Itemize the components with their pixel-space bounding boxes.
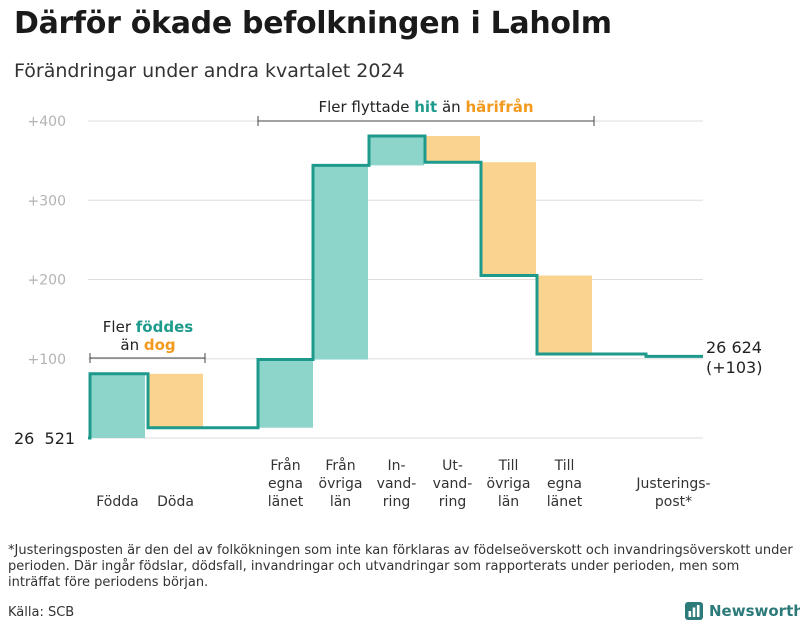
chart-title: Därför ökade befolkningen i Laholm bbox=[14, 6, 612, 41]
annotation-highlight-in: hit bbox=[414, 98, 437, 116]
value-labels: 26 521 26 624(+103) bbox=[14, 338, 762, 448]
category-label: post* bbox=[655, 494, 692, 510]
bar bbox=[90, 373, 145, 438]
y-axis-tick-labels: +100 +200 +300 +400 bbox=[28, 114, 66, 368]
waterfall-line bbox=[88, 134, 703, 440]
y-tick-label: +100 bbox=[28, 352, 66, 368]
bar bbox=[258, 359, 313, 428]
category-label: länet bbox=[268, 494, 304, 510]
annotation-text: Fler flyttade bbox=[318, 98, 414, 116]
newsworthy-logo-icon bbox=[685, 602, 703, 620]
category-label: Till bbox=[554, 458, 575, 474]
category-label: Justerings- bbox=[635, 476, 710, 492]
end-change-label: (+103) bbox=[706, 358, 762, 377]
bar bbox=[313, 165, 368, 360]
category-labels: Födda Döda Från egna länet Från övriga län In-va… bbox=[96, 457, 710, 510]
bar bbox=[148, 373, 203, 428]
footnote: *Justeringsposten är den del av folkökni… bbox=[8, 543, 793, 590]
annotation-text: än bbox=[437, 98, 465, 116]
waterfall-chart: +100+200+300+400 Födda DödaFrånegnalänetF… bbox=[14, 98, 762, 510]
source-label: Källa: SCB bbox=[8, 605, 75, 620]
category-label: län bbox=[498, 494, 519, 510]
category-label: övriga bbox=[319, 476, 363, 492]
brand-name: Newsworthy bbox=[709, 602, 800, 620]
births-annotation-line2: än dog bbox=[120, 336, 175, 354]
category-label: Döda bbox=[157, 494, 194, 510]
step-line bbox=[88, 134, 703, 440]
y-tick-label: +400 bbox=[28, 114, 66, 130]
bar bbox=[425, 136, 480, 163]
annotation-highlight-out: härifrån bbox=[465, 98, 533, 116]
chart-subtitle: Förändringar under andra kvartalet 2024 bbox=[14, 60, 405, 82]
start-value-label: 26 521 bbox=[14, 429, 75, 448]
births-annotation-line1: Fler föddes bbox=[103, 318, 193, 336]
annotation-text: än bbox=[120, 336, 143, 354]
bar bbox=[481, 162, 536, 276]
y-tick-label: +200 bbox=[28, 273, 66, 289]
annotation-highlight-out: dog bbox=[144, 336, 176, 354]
bar bbox=[369, 136, 424, 166]
category-label: Från bbox=[325, 457, 355, 474]
category-label: ring bbox=[383, 494, 410, 510]
category-label: ring bbox=[439, 494, 466, 510]
end-value-label: 26 624 bbox=[706, 338, 762, 357]
bars bbox=[90, 136, 592, 438]
category-label: Från bbox=[270, 457, 300, 474]
migration-annotation: Fler flyttade hit än härifrån bbox=[318, 98, 533, 116]
category-label: egna bbox=[547, 476, 582, 492]
category-label: Födda bbox=[96, 494, 138, 510]
category-label: In- bbox=[387, 458, 405, 474]
category-label: egna bbox=[268, 476, 303, 492]
y-tick-label: +300 bbox=[28, 193, 66, 209]
category-label: länet bbox=[547, 494, 583, 510]
category-label: vand- bbox=[433, 476, 473, 492]
annotation-text: Fler bbox=[103, 318, 136, 336]
annotation-highlight-in: föddes bbox=[136, 318, 193, 336]
category-label: vand- bbox=[377, 476, 417, 492]
category-label: Till bbox=[498, 458, 519, 474]
bar bbox=[537, 275, 592, 354]
category-label: övriga bbox=[487, 476, 531, 492]
category-label: län bbox=[330, 494, 351, 510]
category-label: Ut- bbox=[442, 458, 463, 474]
brand-logo: Newsworthy bbox=[685, 600, 800, 622]
